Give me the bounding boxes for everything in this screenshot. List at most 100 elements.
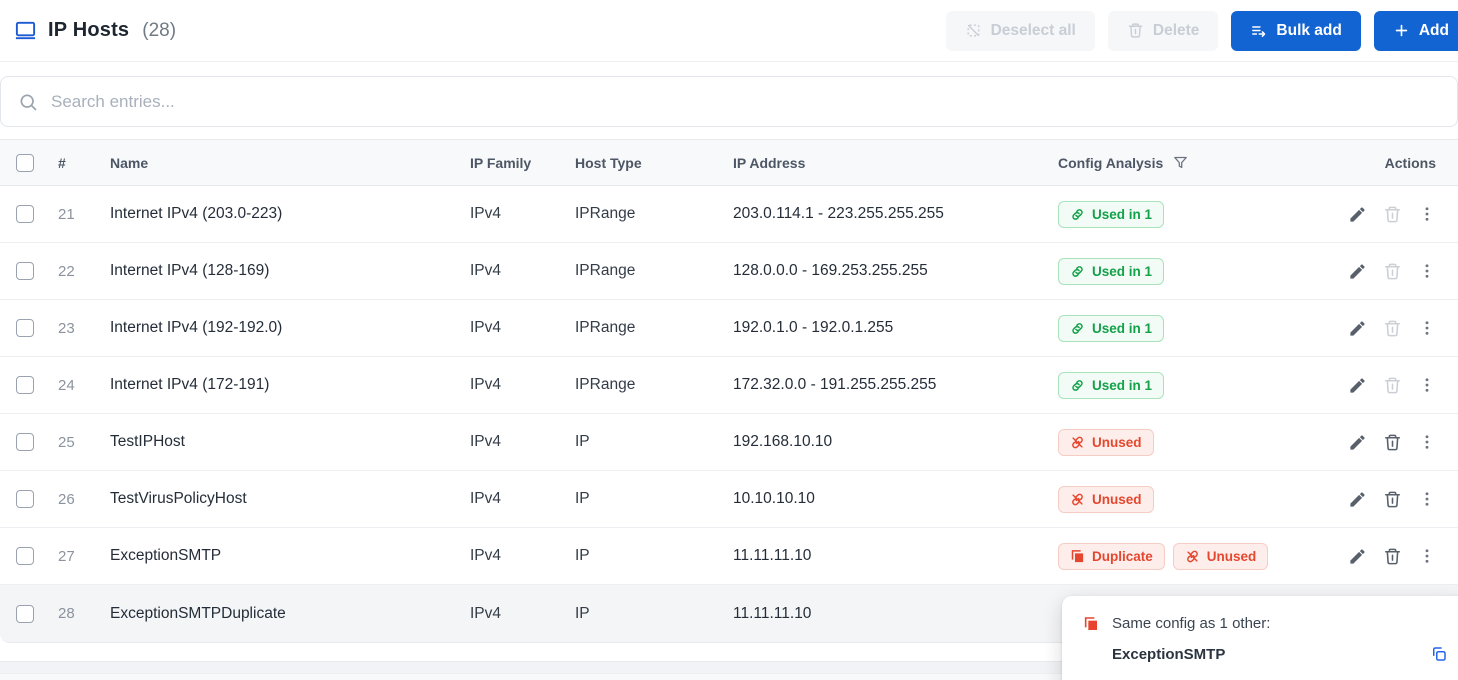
col-host-type: Host Type xyxy=(575,154,642,171)
more-menu-icon[interactable] xyxy=(1418,262,1436,280)
ip-address: 172.32.0.0 - 191.255.255.255 xyxy=(733,376,937,393)
deselect-all-label: Deselect all xyxy=(990,21,1076,39)
edit-icon[interactable] xyxy=(1348,319,1367,338)
host-name: TestIPHost xyxy=(110,433,185,450)
search-bar xyxy=(0,76,1458,127)
badge-label: Duplicate xyxy=(1092,548,1153,564)
link-icon xyxy=(1070,321,1085,336)
host-name: Internet IPv4 (203.0-223) xyxy=(110,205,283,222)
more-menu-icon[interactable] xyxy=(1418,547,1436,565)
delete-label: Delete xyxy=(1152,21,1200,39)
host-name: Internet IPv4 (172-191) xyxy=(110,376,270,393)
config-analysis-cell: Used in 1 xyxy=(1042,314,1324,342)
badge-label: Used in 1 xyxy=(1092,206,1153,222)
col-number: # xyxy=(58,154,66,171)
bulk-add-icon xyxy=(1250,22,1267,39)
more-menu-icon[interactable] xyxy=(1418,319,1436,337)
tooltip-text: Same config as 1 other: xyxy=(1112,615,1271,632)
more-menu-icon[interactable] xyxy=(1418,433,1436,451)
ip-address: 192.168.10.10 xyxy=(733,433,833,450)
delete-icon[interactable] xyxy=(1383,433,1402,452)
bulk-add-button[interactable]: Bulk add xyxy=(1231,10,1361,51)
edit-icon[interactable] xyxy=(1348,490,1367,509)
row-checkbox[interactable] xyxy=(16,547,34,565)
ip-hosts-table: # Name IP Family Host Type IP Address Co… xyxy=(0,139,1458,643)
badge-label: Used in 1 xyxy=(1092,263,1153,279)
delete-icon[interactable] xyxy=(1383,319,1402,338)
ip-family: IPv4 xyxy=(470,547,502,564)
host-type: IP xyxy=(575,433,590,450)
plus-icon xyxy=(1393,22,1410,39)
row-number: 28 xyxy=(58,605,75,622)
bulk-add-label: Bulk add xyxy=(1276,21,1342,39)
ip-family: IPv4 xyxy=(470,205,502,222)
ip-family: IPv4 xyxy=(470,490,502,507)
row-checkbox[interactable] xyxy=(16,262,34,280)
unused-badge: Unused xyxy=(1058,485,1154,513)
ip-family: IPv4 xyxy=(470,319,502,336)
edit-icon[interactable] xyxy=(1348,262,1367,281)
config-analysis-cell: Used in 1 xyxy=(1042,257,1324,285)
deselect-all-button[interactable]: Deselect all xyxy=(945,10,1095,51)
table-row[interactable]: 25 TestIPHost IPv4 IP 192.168.10.10 Unus… xyxy=(0,414,1458,471)
config-analysis-cell: Unused xyxy=(1042,428,1324,456)
edit-icon[interactable] xyxy=(1348,547,1367,566)
row-number: 22 xyxy=(58,262,75,280)
row-checkbox[interactable] xyxy=(16,376,34,394)
table-row[interactable]: 23 Internet IPv4 (192-192.0) IPv4 IPRang… xyxy=(0,300,1458,357)
row-number: 24 xyxy=(58,376,75,394)
config-analysis-cell: Used in 1 xyxy=(1042,371,1324,399)
copy-icon[interactable] xyxy=(1430,645,1448,663)
badge-label: Used in 1 xyxy=(1092,320,1153,336)
table-header-row: # Name IP Family Host Type IP Address Co… xyxy=(0,140,1458,186)
table-row[interactable]: 26 TestVirusPolicyHost IPv4 IP 10.10.10.… xyxy=(0,471,1458,528)
monitor-icon xyxy=(14,19,37,42)
funnel-icon[interactable] xyxy=(1172,154,1189,171)
col-ip-address: IP Address xyxy=(733,154,806,171)
add-button[interactable]: Add xyxy=(1373,10,1458,51)
row-checkbox[interactable] xyxy=(16,490,34,508)
host-count: (28) xyxy=(142,19,177,41)
delete-button[interactable]: Delete xyxy=(1107,10,1219,51)
edit-icon[interactable] xyxy=(1348,205,1367,224)
row-checkbox[interactable] xyxy=(16,433,34,451)
row-checkbox[interactable] xyxy=(16,205,34,223)
more-menu-icon[interactable] xyxy=(1418,490,1436,508)
col-config-analysis: Config Analysis xyxy=(1042,154,1324,171)
used-badge: Used in 1 xyxy=(1058,257,1165,285)
ip-address: 10.10.10.10 xyxy=(733,490,815,507)
row-checkbox[interactable] xyxy=(16,319,34,337)
row-actions xyxy=(1324,490,1458,509)
unlink-icon xyxy=(1070,492,1085,507)
unused-badge: Unused xyxy=(1172,542,1269,570)
host-name: Internet IPv4 (128-169) xyxy=(110,262,270,279)
row-checkbox[interactable] xyxy=(16,604,34,623)
col-actions: Actions xyxy=(1384,154,1436,171)
ip-family: IPv4 xyxy=(470,262,502,279)
ip-address: 11.11.11.10 xyxy=(733,547,812,564)
host-type: IP xyxy=(575,490,590,507)
unlink-icon xyxy=(1070,435,1085,450)
more-menu-icon[interactable] xyxy=(1418,376,1436,394)
deselect-icon xyxy=(965,22,982,39)
badge-label: Unused xyxy=(1206,548,1257,564)
edit-icon[interactable] xyxy=(1348,376,1367,395)
table-row[interactable]: 22 Internet IPv4 (128-169) IPv4 IPRange … xyxy=(0,243,1458,300)
table-row[interactable]: 24 Internet IPv4 (172-191) IPv4 IPRange … xyxy=(0,357,1458,414)
search-input[interactable] xyxy=(51,91,1440,112)
row-actions xyxy=(1324,376,1458,395)
table-row[interactable]: 27 ExceptionSMTP IPv4 IP 11.11.11.10 Dup… xyxy=(0,528,1458,585)
delete-icon[interactable] xyxy=(1383,547,1402,566)
delete-icon[interactable] xyxy=(1383,262,1402,281)
ip-family: IPv4 xyxy=(470,376,502,393)
edit-icon[interactable] xyxy=(1348,433,1367,452)
badge-label: Used in 1 xyxy=(1092,377,1153,393)
delete-icon[interactable] xyxy=(1383,490,1402,509)
duplicate-tooltip: Same config as 1 other: ExceptionSMTP xyxy=(1062,596,1458,680)
ip-address: 192.0.1.0 - 192.0.1.255 xyxy=(733,319,894,336)
delete-icon[interactable] xyxy=(1383,376,1402,395)
select-all-checkbox[interactable] xyxy=(16,153,34,172)
delete-icon[interactable] xyxy=(1383,205,1402,224)
more-menu-icon[interactable] xyxy=(1418,205,1436,223)
table-row[interactable]: 21 Internet IPv4 (203.0-223) IPv4 IPRang… xyxy=(0,186,1458,243)
